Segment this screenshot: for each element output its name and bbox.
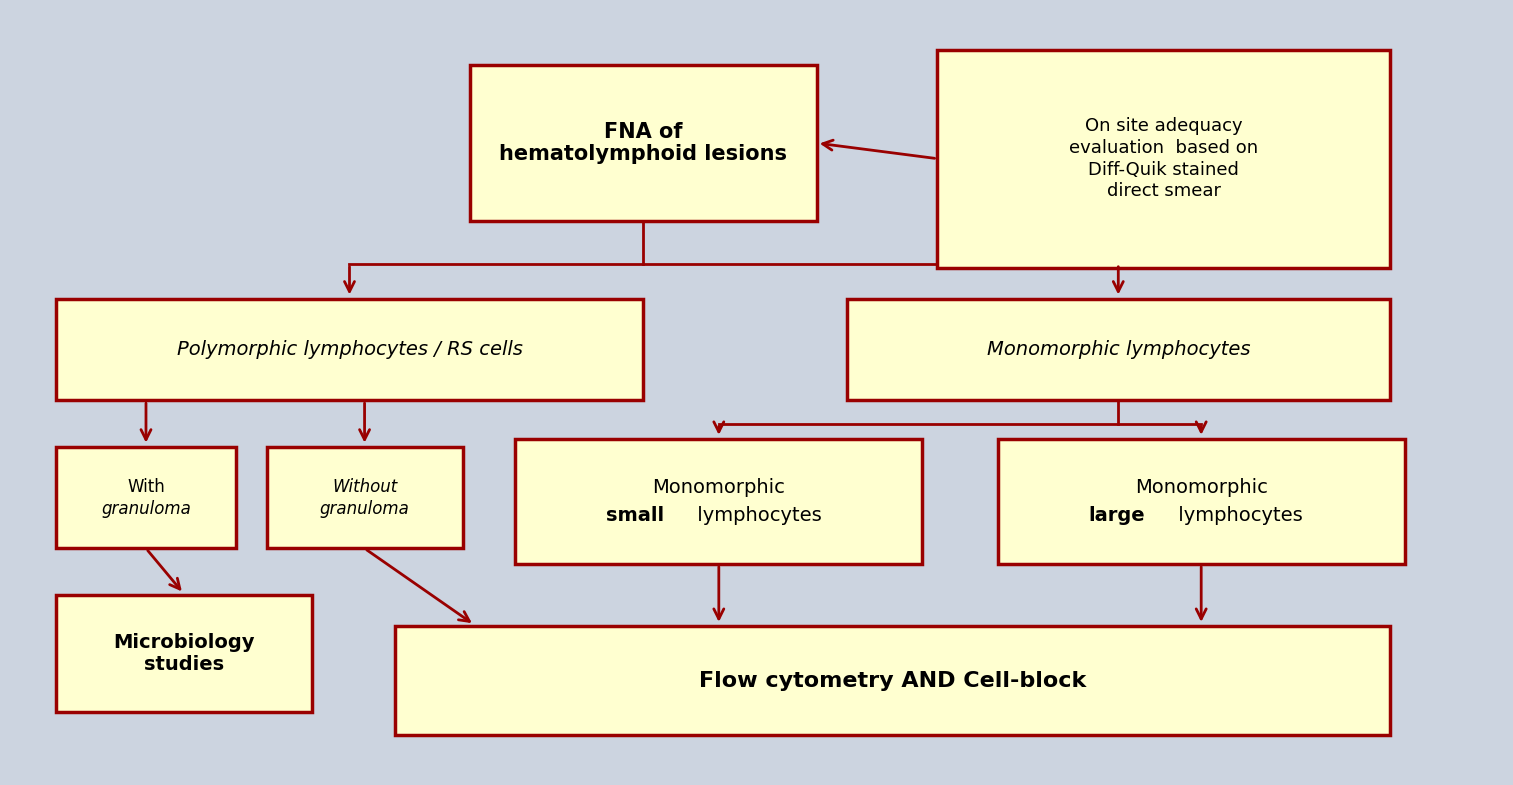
- FancyBboxPatch shape: [395, 626, 1389, 736]
- Text: Flow cytometry AND Cell-block: Flow cytometry AND Cell-block: [699, 671, 1086, 691]
- Text: Microbiology: Microbiology: [113, 633, 254, 652]
- Text: lymphocytes: lymphocytes: [691, 506, 822, 525]
- Text: direct smear: direct smear: [1106, 182, 1221, 200]
- FancyBboxPatch shape: [847, 299, 1389, 400]
- Text: Monomorphic: Monomorphic: [652, 478, 785, 497]
- Text: granuloma: granuloma: [101, 499, 191, 517]
- Text: With: With: [127, 478, 165, 496]
- Text: hematolymphoid lesions: hematolymphoid lesions: [499, 144, 787, 164]
- Text: evaluation  based on: evaluation based on: [1070, 139, 1259, 157]
- Text: Polymorphic lymphocytes / RS cells: Polymorphic lymphocytes / RS cells: [177, 340, 522, 359]
- FancyBboxPatch shape: [471, 65, 817, 221]
- Text: lymphocytes: lymphocytes: [1173, 506, 1303, 525]
- FancyBboxPatch shape: [516, 440, 923, 564]
- Text: FNA of: FNA of: [604, 122, 682, 142]
- Text: studies: studies: [144, 655, 224, 674]
- FancyBboxPatch shape: [997, 440, 1404, 564]
- FancyBboxPatch shape: [938, 49, 1389, 268]
- Text: Monomorphic lymphocytes: Monomorphic lymphocytes: [986, 340, 1250, 359]
- Text: Diff-Quik stained: Diff-Quik stained: [1088, 161, 1239, 178]
- FancyBboxPatch shape: [56, 595, 312, 712]
- Text: large: large: [1089, 506, 1145, 525]
- Text: small: small: [605, 506, 664, 525]
- FancyBboxPatch shape: [266, 447, 463, 549]
- FancyBboxPatch shape: [56, 447, 236, 549]
- Text: On site adequacy: On site adequacy: [1085, 117, 1242, 135]
- Text: Monomorphic: Monomorphic: [1135, 478, 1268, 497]
- FancyBboxPatch shape: [56, 299, 643, 400]
- Text: Without: Without: [331, 478, 398, 496]
- Text: granuloma: granuloma: [319, 499, 410, 517]
